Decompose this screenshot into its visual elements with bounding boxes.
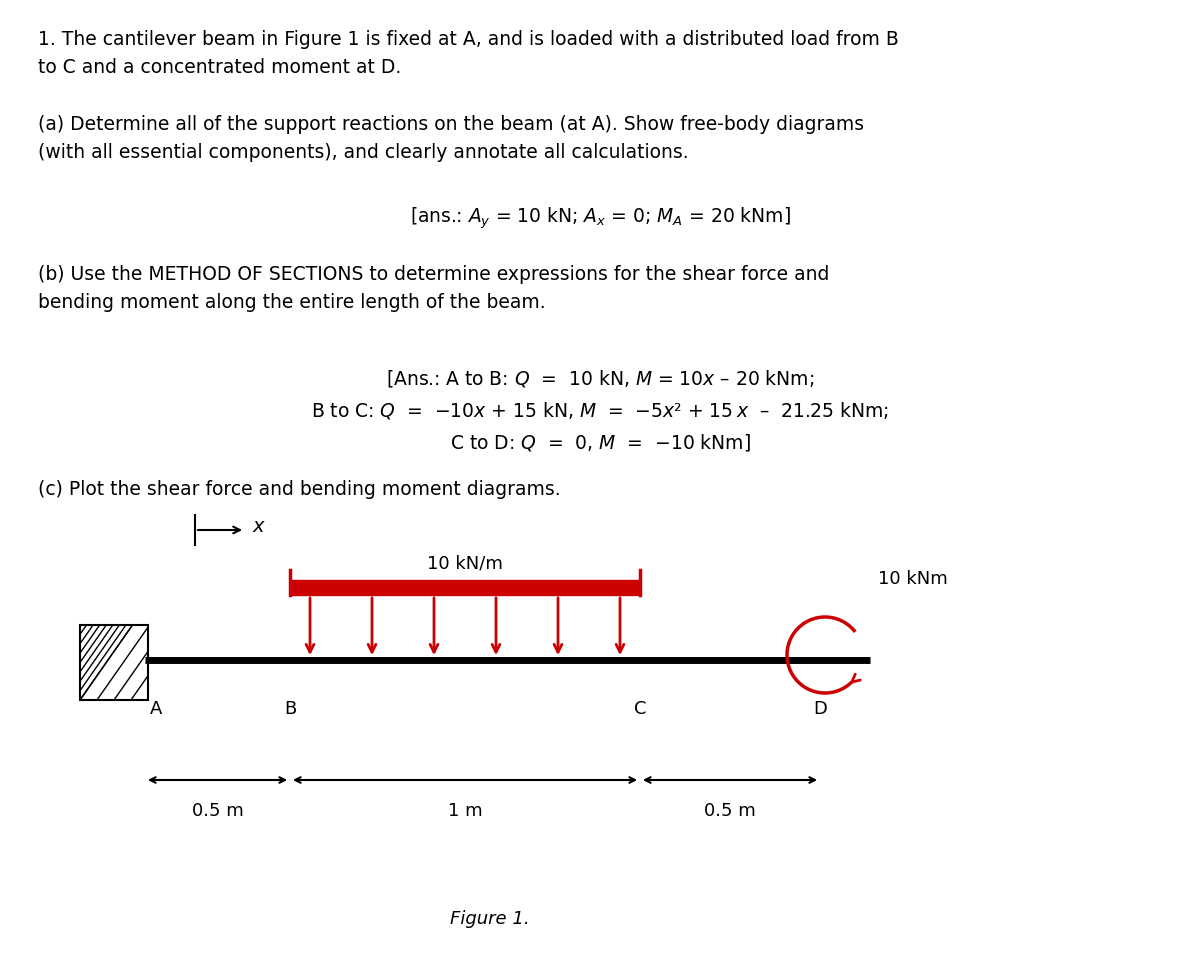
Text: B: B [284, 700, 296, 718]
Text: A: A [150, 700, 162, 718]
Bar [80, 625, 148, 700]
Text: 1. The cantilever beam in Figure 1 is fixed at A, and is loaded with a distribut: 1. The cantilever beam in Figure 1 is fi… [38, 30, 899, 77]
Text: D: D [814, 700, 827, 718]
Bar [290, 580, 640, 595]
Text: (c) Plot the shear force and bending moment diagrams.: (c) Plot the shear force and bending mom… [38, 480, 560, 499]
Text: Figure 1.: Figure 1. [450, 910, 530, 928]
Text: [Ans.: A to B: $Q$  =  10 kN, $M$ = 10$x$ – 20 kNm;: [Ans.: A to B: $Q$ = 10 kN, $M$ = 10$x$ … [386, 368, 814, 389]
Text: C: C [634, 700, 647, 718]
Text: B to C: $Q$  =  −10$x$ + 15 kN, $M$  =  −5$x$² + 15 $x$  –  21.25 kNm;: B to C: $Q$ = −10$x$ + 15 kN, $M$ = −5$x… [311, 400, 889, 421]
Text: [ans.: $A_y$ = 10 kN; $A_x$ = 0; $M_A$ = 20 kNm]: [ans.: $A_y$ = 10 kN; $A_x$ = 0; $M_A$ =… [409, 205, 791, 231]
Text: 10 kNm: 10 kNm [878, 570, 948, 588]
Text: (a) Determine all of the support reactions on the beam (at A). Show free-body di: (a) Determine all of the support reactio… [38, 115, 864, 162]
Text: 10 kN/m: 10 kN/m [427, 555, 503, 573]
Text: $x$: $x$ [252, 518, 266, 536]
Text: C to D: $Q$  =  0, $M$  =  −10 kNm]: C to D: $Q$ = 0, $M$ = −10 kNm] [450, 432, 750, 453]
Text: (b) Use the METHOD OF SECTIONS to determine expressions for the shear force and
: (b) Use the METHOD OF SECTIONS to determ… [38, 265, 829, 312]
Text: 1 m: 1 m [448, 802, 482, 820]
Text: 0.5 m: 0.5 m [704, 802, 756, 820]
Text: 0.5 m: 0.5 m [192, 802, 244, 820]
